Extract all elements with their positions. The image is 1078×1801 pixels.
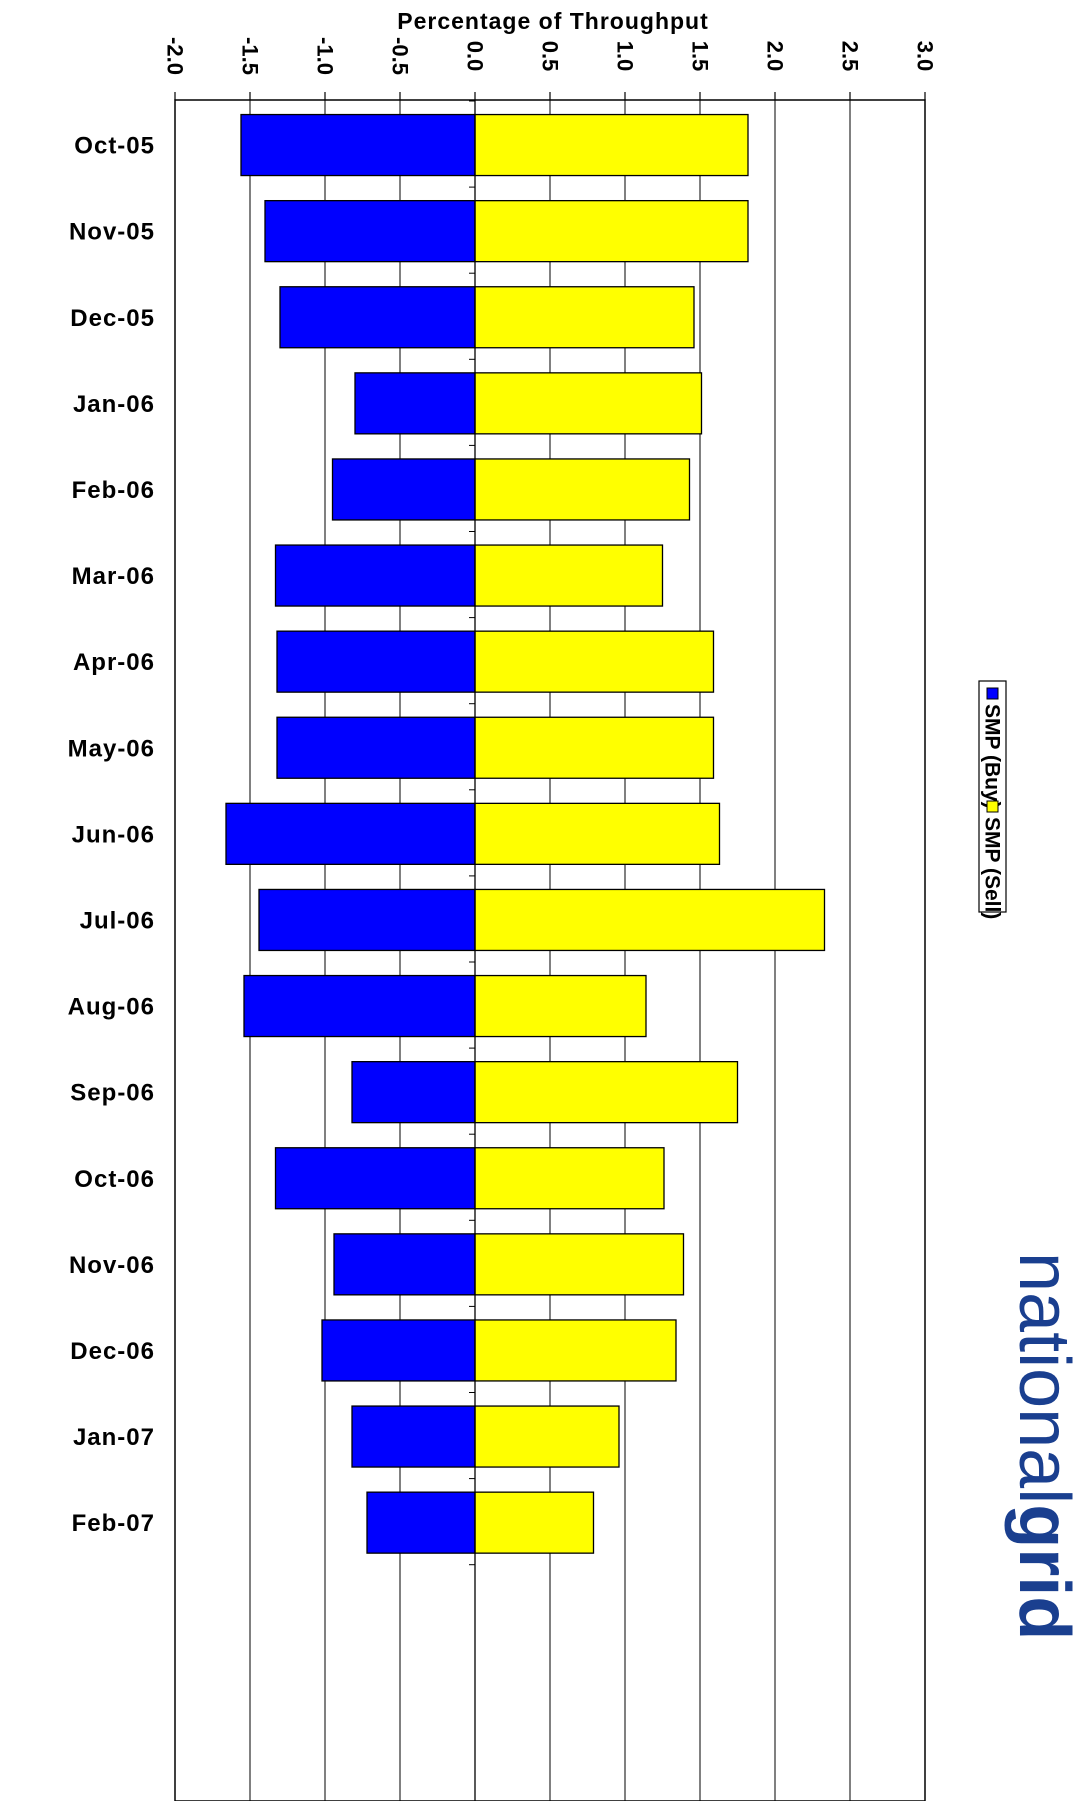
bar-smp-buy: [331, 458, 476, 521]
bars: [225, 113, 826, 1554]
category-label: Apr-06: [73, 649, 155, 676]
category-label: Nov-06: [69, 1252, 155, 1279]
bar-smp-sell: [474, 1319, 677, 1382]
bar-smp-sell: [474, 1405, 620, 1468]
bar-smp-sell: [474, 199, 749, 263]
legend-label: SMP (Sell): [981, 817, 1004, 919]
bar-smp-buy: [321, 1319, 476, 1382]
axes: [469, 100, 476, 1801]
bar-smp-sell: [474, 888, 826, 952]
bar-smp-sell: [474, 1233, 685, 1296]
bar-smp-sell: [474, 716, 715, 779]
legend-swatch: [986, 687, 999, 700]
category-label: Aug-06: [68, 994, 155, 1021]
category-label: Jan-07: [73, 1424, 155, 1451]
legend: SMP (Buy) SMP (Sell): [978, 680, 1007, 919]
category-label: Feb-07: [72, 1510, 155, 1537]
logo: nationalgrid: [1004, 1252, 1078, 1640]
bar-smp-buy: [279, 286, 476, 349]
category-labels: Oct-05 Nov-05 Dec-05 Jan-06 Feb-06 Mar-06 Apr-…: [68, 133, 155, 1538]
category-label: Sep-06: [70, 1080, 155, 1107]
category-label: Jun-06: [72, 821, 155, 848]
bar-smp-buy: [354, 372, 476, 435]
x-tick-label: 1.0: [613, 41, 638, 72]
x-tick-label: 2.0: [763, 41, 788, 72]
bar-smp-buy: [351, 1405, 476, 1468]
x-tick-label: 1.5: [688, 41, 713, 72]
x-tick-label: 3.0: [913, 41, 938, 72]
bar-smp-buy: [258, 888, 476, 952]
bar-smp-sell: [474, 458, 691, 521]
category-label: Jul-06: [80, 907, 155, 934]
x-tick-label: 0.5: [538, 41, 563, 72]
bar-smp-sell: [474, 1061, 739, 1124]
x-tick-label: -2.0: [163, 37, 188, 75]
bar-smp-sell: [474, 113, 749, 177]
bar-smp-buy: [264, 199, 476, 263]
bar-smp-sell: [474, 372, 703, 435]
x-tick-label: 0.0: [463, 41, 488, 72]
category-label: Feb-06: [72, 477, 155, 504]
category-label: Jan-06: [73, 391, 155, 418]
bar-smp-buy: [276, 716, 476, 779]
bar-smp-buy: [276, 630, 476, 693]
x-tick-label: -1.5: [238, 37, 263, 75]
category-label: Nov-05: [69, 219, 155, 246]
bar-smp-sell: [474, 802, 721, 865]
logo-text: nationalgrid: [1004, 1252, 1078, 1640]
category-label: Dec-06: [70, 1338, 155, 1365]
category-label: Mar-06: [72, 563, 155, 590]
bar-smp-buy: [225, 802, 476, 865]
x-axis-title: Percentage of Throughput: [397, 8, 709, 34]
x-tick-label: -1.0: [313, 37, 338, 75]
bar-smp-buy: [351, 1061, 476, 1124]
x-tick-labels: -2.0 -1.5 -1.0 -0.5 0.0 0.5 1.0 1.5 2.0 2.5 3.0: [163, 37, 938, 75]
x-tick-label: -0.5: [388, 37, 413, 75]
bar-smp-buy: [333, 1233, 476, 1296]
bar-smp-sell: [474, 630, 715, 693]
bar-smp-sell: [474, 544, 664, 607]
bar-smp-buy: [274, 544, 476, 607]
category-label: May-06: [68, 735, 155, 762]
x-tick-label: 2.5: [838, 41, 863, 72]
bar-smp-buy: [274, 1147, 476, 1210]
legend-box: [978, 680, 1007, 913]
logo-text-light: national: [1004, 1252, 1078, 1504]
bar-smp-buy: [366, 1491, 476, 1554]
legend-swatch: [986, 800, 999, 813]
logo-text-bold: grid: [1004, 1504, 1078, 1640]
bar-smp-buy: [243, 974, 476, 1038]
bar-smp-sell: [474, 974, 647, 1038]
category-label: Dec-05: [70, 305, 155, 332]
bar-smp-sell: [474, 1491, 595, 1554]
category-label: Oct-05: [74, 133, 155, 160]
bar-smp-sell: [474, 286, 695, 349]
legend-entries: SMP (Buy) SMP (Sell): [981, 687, 1004, 919]
bar-smp-sell: [474, 1147, 665, 1210]
legend-label: SMP (Buy): [981, 704, 1004, 809]
bar-smp-buy: [240, 113, 476, 177]
category-label: Oct-06: [74, 1166, 155, 1193]
